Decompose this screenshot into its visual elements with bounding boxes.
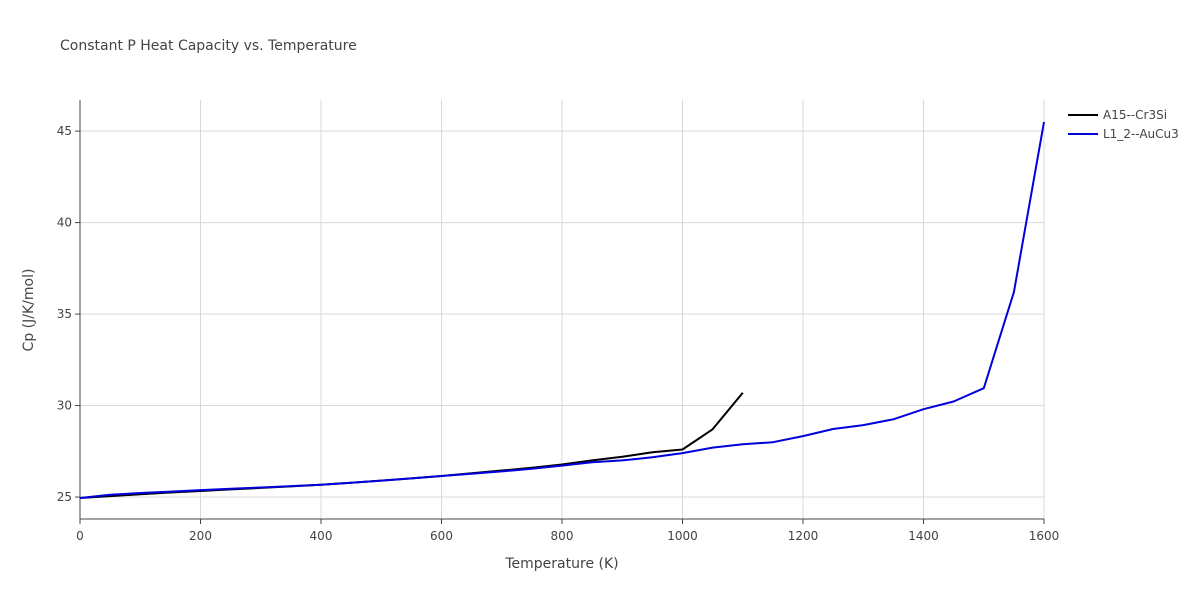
y-tick-label: 25 [57, 490, 72, 504]
x-tick-label: 1400 [908, 529, 939, 543]
y-tick-label: 40 [57, 216, 72, 230]
y-tick-label: 45 [57, 124, 72, 138]
axis-layer: 0 200 400 600 800 1000 1200 1400 1600 25 30 35 40 45 [57, 100, 1060, 543]
chart-title: Constant P Heat Capacity vs. Temperature [60, 38, 357, 54]
series-line-2 [79, 121, 1045, 499]
legend-label: L1_2--AuCu3 [1103, 127, 1179, 141]
legend-item-2[interactable]: L1_2--AuCu3 [1068, 127, 1179, 141]
series-layer [79, 121, 1045, 499]
x-tick-label: 200 [189, 529, 212, 543]
y-tick-label: 30 [57, 399, 72, 413]
legend-item-1[interactable]: A15--Cr3Si [1068, 108, 1167, 122]
y-axis-title: Cp (J/K/mol) [21, 269, 37, 352]
x-tick-label: 1000 [667, 529, 698, 543]
y-tick-label: 35 [57, 307, 72, 321]
series-line-1 [79, 392, 744, 499]
grid-layer [80, 100, 1045, 519]
x-tick-label: 800 [551, 529, 574, 543]
x-tick-label: 1600 [1029, 529, 1060, 543]
x-tick-label: 1200 [788, 529, 819, 543]
x-tick-label: 400 [310, 529, 333, 543]
legend-label: A15--Cr3Si [1103, 108, 1167, 122]
x-tick-label: 0 [76, 529, 84, 543]
legend[interactable]: A15--Cr3Si L1_2--AuCu3 [1068, 108, 1179, 141]
x-tick-label: 600 [430, 529, 453, 543]
x-axis-title: Temperature (K) [504, 556, 618, 572]
